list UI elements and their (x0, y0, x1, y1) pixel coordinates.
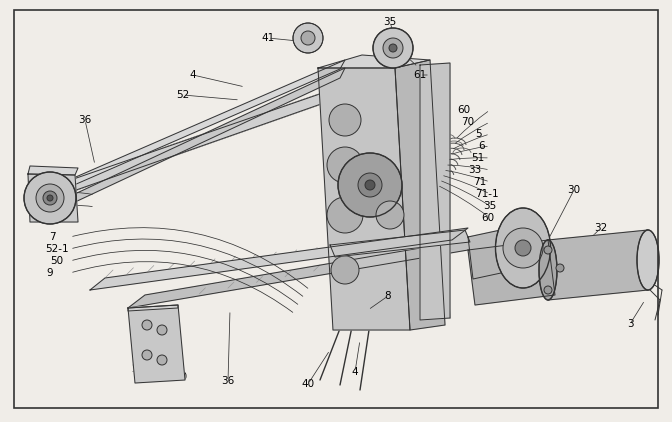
Text: 20-1: 20-1 (131, 364, 155, 374)
Text: 33: 33 (468, 165, 482, 175)
Polygon shape (28, 166, 78, 175)
Circle shape (47, 195, 53, 201)
Circle shape (329, 104, 361, 136)
Text: 61: 61 (413, 70, 427, 80)
Polygon shape (395, 60, 445, 330)
Circle shape (358, 173, 382, 197)
Circle shape (36, 184, 64, 212)
Circle shape (556, 264, 564, 272)
Text: 34: 34 (398, 50, 412, 60)
Text: 20: 20 (50, 203, 64, 213)
Text: 9: 9 (46, 268, 53, 278)
Polygon shape (62, 68, 395, 195)
Circle shape (43, 191, 57, 205)
Circle shape (503, 228, 543, 268)
Text: 35: 35 (30, 189, 44, 199)
Text: 51: 51 (471, 153, 485, 163)
Text: 4: 4 (190, 70, 196, 80)
Text: 70: 70 (462, 117, 474, 127)
Ellipse shape (495, 208, 550, 288)
Text: 30: 30 (567, 185, 581, 195)
Polygon shape (468, 228, 515, 279)
Text: 35: 35 (136, 318, 150, 328)
Polygon shape (468, 240, 555, 305)
Ellipse shape (539, 240, 557, 300)
Circle shape (338, 153, 402, 217)
Text: 35: 35 (383, 17, 396, 27)
Text: 4: 4 (351, 367, 358, 377)
Text: 60: 60 (458, 105, 470, 115)
Polygon shape (318, 55, 430, 68)
Polygon shape (128, 237, 485, 308)
Polygon shape (128, 305, 178, 311)
Circle shape (365, 180, 375, 190)
Polygon shape (58, 60, 345, 192)
Text: 6: 6 (478, 141, 485, 151)
Text: 41: 41 (261, 33, 275, 43)
Circle shape (373, 28, 413, 68)
Circle shape (327, 147, 363, 183)
Text: 35: 35 (483, 201, 497, 211)
Text: 20: 20 (175, 372, 187, 382)
Text: 8: 8 (384, 291, 391, 301)
Text: 5: 5 (474, 129, 481, 139)
Text: 52: 52 (176, 90, 190, 100)
Circle shape (544, 286, 552, 294)
Text: 36: 36 (79, 115, 91, 125)
Circle shape (293, 23, 323, 53)
Circle shape (157, 355, 167, 365)
Ellipse shape (637, 230, 659, 290)
Text: 31: 31 (620, 248, 634, 258)
Text: 71: 71 (473, 177, 487, 187)
Polygon shape (330, 230, 470, 257)
Text: 71-1: 71-1 (475, 189, 499, 199)
Text: 60: 60 (481, 213, 495, 223)
Circle shape (327, 197, 363, 233)
Text: 52-1: 52-1 (45, 244, 69, 254)
Text: 40: 40 (302, 379, 314, 389)
Circle shape (376, 201, 404, 229)
Text: 36: 36 (221, 376, 235, 386)
Polygon shape (420, 63, 450, 320)
Polygon shape (58, 68, 345, 210)
Circle shape (515, 240, 531, 256)
Text: 50: 50 (50, 256, 64, 266)
Circle shape (157, 325, 167, 335)
Text: 3: 3 (627, 319, 633, 329)
Polygon shape (90, 228, 468, 290)
Circle shape (383, 38, 403, 58)
Polygon shape (128, 305, 185, 383)
Circle shape (301, 31, 315, 45)
Polygon shape (28, 174, 78, 222)
Circle shape (331, 256, 359, 284)
Circle shape (142, 350, 152, 360)
Circle shape (24, 172, 76, 224)
Circle shape (142, 320, 152, 330)
Circle shape (389, 44, 397, 52)
Text: 32: 32 (594, 223, 607, 233)
Circle shape (544, 246, 552, 254)
Polygon shape (548, 230, 648, 300)
Polygon shape (318, 68, 410, 330)
Text: 7: 7 (48, 232, 55, 242)
